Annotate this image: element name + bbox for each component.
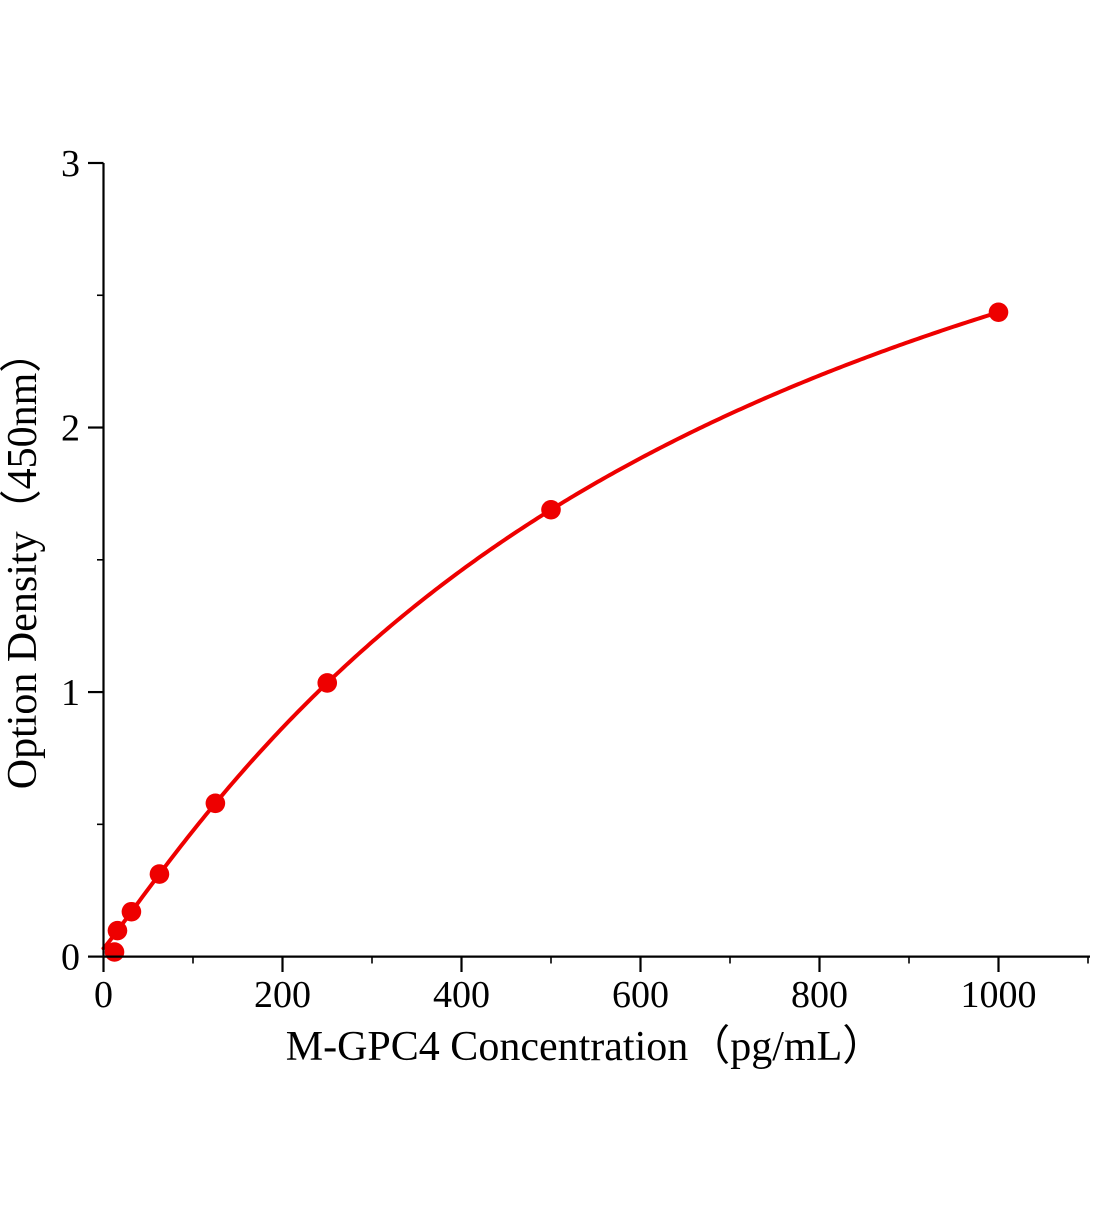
svg-text:0: 0 (61, 937, 80, 979)
svg-text:600: 600 (612, 974, 669, 1016)
svg-text:M-GPC4 Concentration（pg/mL）: M-GPC4 Concentration（pg/mL） (286, 1024, 884, 1070)
svg-text:2: 2 (61, 408, 80, 450)
svg-text:0: 0 (94, 974, 113, 1016)
svg-text:1000: 1000 (961, 974, 1037, 1016)
svg-text:Option Density（450nm）: Option Density（450nm） (0, 331, 46, 790)
svg-text:800: 800 (791, 974, 848, 1016)
svg-text:400: 400 (433, 974, 490, 1016)
svg-text:3: 3 (61, 143, 80, 185)
svg-text:200: 200 (254, 974, 311, 1016)
svg-text:1: 1 (61, 672, 80, 714)
